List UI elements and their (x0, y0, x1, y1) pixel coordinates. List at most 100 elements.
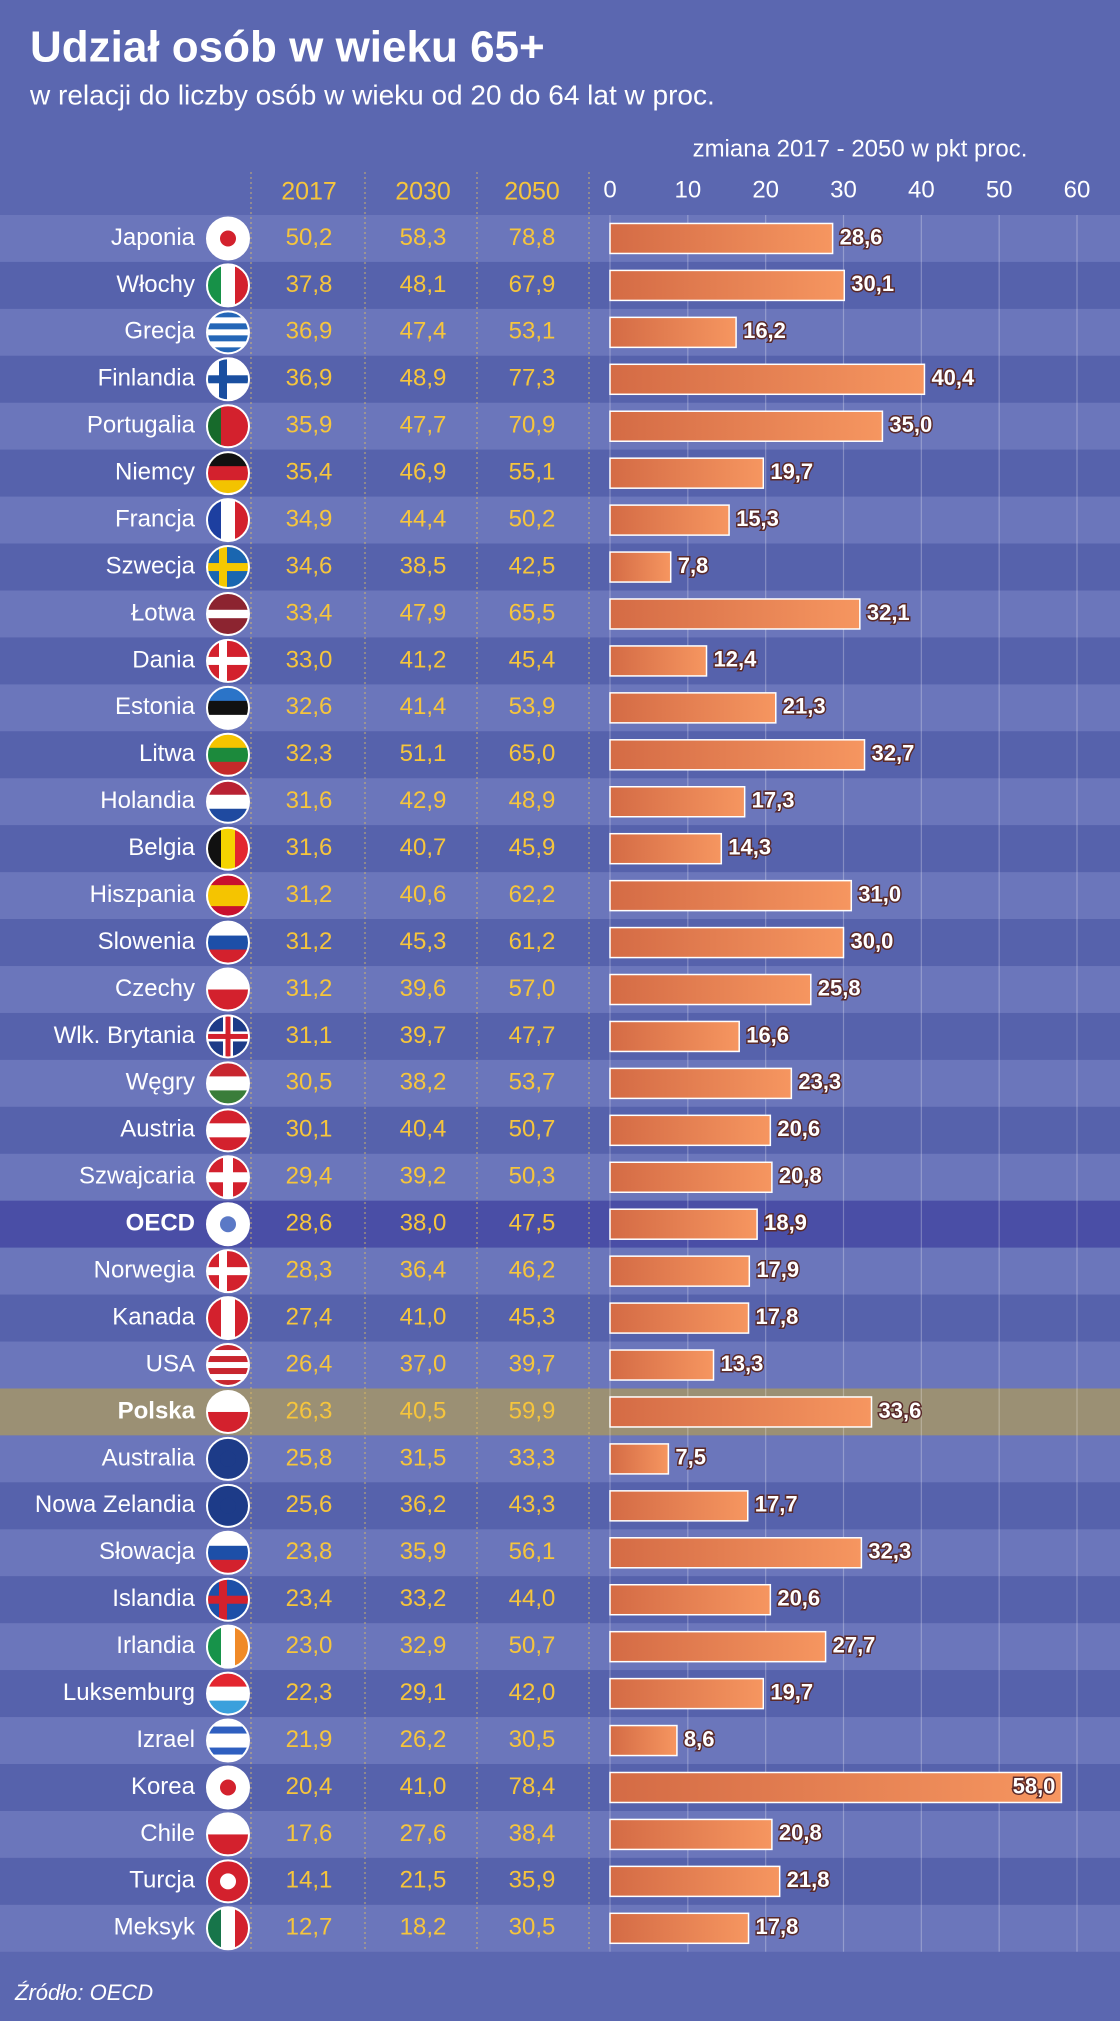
value-label: 21,3 (783, 694, 826, 719)
table-cell: 32,6 (286, 693, 333, 720)
source: Źródło: OECD (14, 1980, 153, 2005)
category-label: Niemcy (115, 459, 195, 486)
table-cell: 33,0 (286, 646, 333, 673)
row-stripe (0, 1247, 1120, 1295)
table-cell: 38,0 (400, 1210, 447, 1237)
bar (609, 1349, 715, 1381)
flag (207, 1390, 249, 1433)
category-label: Estonia (115, 693, 196, 720)
flag (207, 1344, 249, 1387)
flag-stripe (207, 1411, 249, 1433)
flag-cross (219, 1578, 227, 1621)
flag-border (206, 1624, 250, 1669)
table-cell: 40,5 (400, 1397, 447, 1424)
table-cell: 40,4 (400, 1116, 447, 1143)
flag (207, 874, 249, 917)
row-stripe (0, 1717, 1120, 1765)
flag-border (206, 404, 250, 449)
flag-stripe (207, 935, 249, 951)
value-label: 20,8 (779, 1820, 822, 1845)
flag-stripe (207, 989, 249, 1011)
table-cell: 31,5 (400, 1444, 447, 1471)
row-stripe (0, 1904, 1120, 1952)
table-cell: 29,1 (400, 1679, 447, 1706)
bar (609, 1818, 773, 1851)
flag-border (206, 1108, 250, 1153)
category-label: Słowacja (99, 1538, 196, 1565)
bar (609, 879, 853, 912)
table-cell: 27,4 (286, 1303, 333, 1330)
flag (207, 1203, 249, 1246)
x-tick-label: 40 (908, 176, 935, 203)
bar (609, 1724, 678, 1757)
flag-stripe (207, 329, 249, 336)
table-cell: 35,4 (286, 459, 333, 486)
flag-stripe (207, 618, 249, 628)
flag-stripe (207, 1344, 249, 1351)
flag-stripe (207, 1362, 249, 1369)
value-label: 17,8 (756, 1914, 799, 1939)
table-cell: 39,7 (509, 1350, 556, 1377)
table-cell: 50,7 (509, 1632, 556, 1659)
bar (609, 1677, 765, 1710)
row-stripe (0, 1294, 1120, 1342)
flag-stripe (207, 601, 249, 611)
table-cell: 39,7 (400, 1022, 447, 1049)
table-cell: 31,6 (286, 787, 333, 814)
flag-cross (225, 1156, 231, 1199)
category-label: Polska (118, 1397, 196, 1424)
table-cell: 35,9 (400, 1538, 447, 1565)
category-label: Szwajcaria (79, 1163, 196, 1190)
category-label: Hiszpania (90, 881, 196, 908)
table-cell: 25,8 (286, 1444, 333, 1471)
table-cell: 55,1 (509, 459, 556, 486)
flag-stripe (207, 335, 249, 342)
bar (609, 1255, 751, 1287)
table-cell: 26,3 (286, 1397, 333, 1424)
row-stripe (0, 825, 1120, 873)
axis-label: zmiana 2017 - 2050 w pkt proc. (693, 135, 1028, 162)
bar (609, 973, 812, 1006)
flag (207, 968, 249, 1011)
table-cell: 25,6 (286, 1491, 333, 1518)
flag-stripe (207, 592, 249, 602)
table-cell: 78,4 (509, 1773, 556, 1800)
x-tick-label: 30 (830, 176, 857, 203)
category-label: Turcja (129, 1867, 195, 1894)
table-cell: 38,4 (509, 1820, 556, 1847)
flag (207, 1015, 249, 1058)
value-label: 30,0 (851, 928, 894, 953)
bar (609, 1067, 793, 1100)
value-label: 58,0 (1013, 1773, 1056, 1798)
table-cell: 18,2 (400, 1914, 447, 1941)
table-cell: 41,4 (400, 693, 447, 720)
flag-stripe (207, 317, 249, 324)
row-stripe (0, 1341, 1120, 1389)
flag (207, 1766, 249, 1809)
table-cell: 35,9 (286, 412, 333, 439)
table-cell: 40,6 (400, 881, 447, 908)
value-label: 25,8 (818, 975, 861, 1000)
category-label: Japonia (111, 224, 196, 251)
x-tick-label: 0 (603, 176, 616, 203)
row-stripe (0, 543, 1120, 591)
category-label: Czechy (115, 975, 195, 1002)
row-stripe (0, 261, 1120, 309)
flag (207, 921, 249, 964)
table-cell: 28,6 (286, 1210, 333, 1237)
row-stripe (0, 1388, 1120, 1436)
table-cell: 53,9 (509, 693, 556, 720)
category-label: Francja (115, 505, 196, 532)
value-label: 7,5 (675, 1445, 706, 1470)
bar (609, 645, 708, 677)
table-cell: 58,3 (400, 224, 447, 251)
flag (207, 358, 249, 401)
table-cell: 26,2 (400, 1726, 447, 1753)
row-stripe (0, 590, 1120, 638)
table-cell: 42,5 (509, 552, 556, 579)
flag-border (206, 1202, 250, 1247)
flag-stripe (207, 968, 249, 991)
value-label: 7,8 (678, 553, 709, 578)
